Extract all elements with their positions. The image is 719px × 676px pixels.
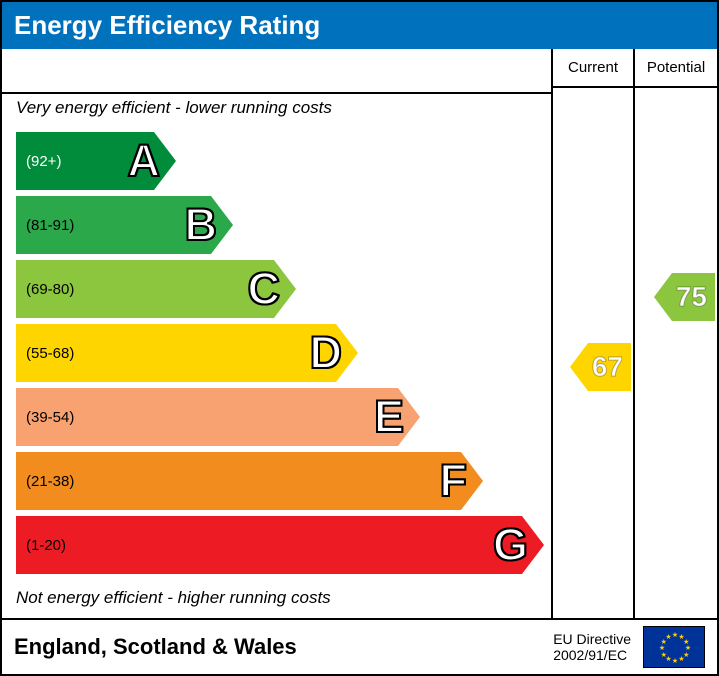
eu-star-icon: ★: [672, 657, 678, 665]
eu-flag-icon: ★★★★★★★★★★★★: [643, 626, 705, 668]
pointer-potential-arrow: [654, 273, 672, 321]
col-potential-head: Potential: [635, 49, 717, 88]
band-bar: (39-54)E: [16, 388, 398, 446]
epc-container: Energy Efficiency Rating Very energy eff…: [0, 0, 719, 676]
band-bar: (92+)A: [16, 132, 154, 190]
col-current: Current 67: [553, 49, 635, 618]
pointer-potential-value: 75: [672, 273, 715, 321]
directive-line2: 2002/91/EC: [553, 647, 631, 663]
band-range: (39-54): [26, 409, 74, 426]
band-range: (55-68): [26, 345, 74, 362]
band-c: (69-80) C: [16, 260, 551, 318]
bands-list: (92+) A (81-91) B (69-80) C (55-68) D (39-54) E (2…: [2, 122, 551, 584]
band-bar: (69-80)C: [16, 260, 274, 318]
band-bar: (1-20)G: [16, 516, 522, 574]
eu-star-icon: ★: [665, 633, 671, 641]
band-range: (21-38): [26, 473, 74, 490]
footer: England, Scotland & Wales EU Directive 2…: [2, 620, 717, 674]
band-letter: G: [493, 519, 528, 571]
band-letter: F: [440, 455, 468, 507]
band-a: (92+) A: [16, 132, 551, 190]
title-bar: Energy Efficiency Rating: [2, 2, 717, 49]
band-e: (39-54) E: [16, 388, 551, 446]
band-g: (1-20) G: [16, 516, 551, 574]
band-letter: B: [185, 199, 218, 251]
pointer-potential: 75: [654, 273, 715, 321]
band-letter: E: [374, 391, 404, 443]
pointer-current-value: 67: [588, 343, 631, 391]
band-range: (1-20): [26, 537, 66, 554]
band-bar: (21-38)F: [16, 452, 461, 510]
col-current-head: Current: [553, 49, 633, 88]
region-text: England, Scotland & Wales: [14, 634, 541, 660]
col-potential: Potential 75: [635, 49, 717, 618]
band-letter: C: [248, 263, 281, 315]
directive-text: EU Directive 2002/91/EC: [553, 631, 631, 663]
eu-star-icon: ★: [678, 655, 684, 663]
title-text: Energy Efficiency Rating: [14, 10, 320, 40]
band-letter: D: [310, 327, 343, 379]
head-spacer: [2, 55, 551, 94]
band-b: (81-91) B: [16, 196, 551, 254]
directive-line1: EU Directive: [553, 631, 631, 647]
band-bar: (81-91)B: [16, 196, 211, 254]
eu-star-icon: ★: [672, 631, 678, 639]
band-letter: A: [128, 135, 161, 187]
caption-efficient: Very energy efficient - lower running co…: [2, 94, 551, 122]
band-range: (81-91): [26, 217, 74, 234]
chart-area: Very energy efficient - lower running co…: [2, 49, 553, 618]
caption-inefficient: Not energy efficient - higher running co…: [2, 584, 551, 612]
band-bar: (55-68)D: [16, 324, 336, 382]
pointer-current: 67: [570, 343, 631, 391]
band-f: (21-38) F: [16, 452, 551, 510]
band-range: (69-80): [26, 281, 74, 298]
pointer-current-arrow: [570, 343, 588, 391]
chart-wrap: Very energy efficient - lower running co…: [2, 49, 717, 620]
band-d: (55-68) D: [16, 324, 551, 382]
band-range: (92+): [26, 153, 61, 170]
